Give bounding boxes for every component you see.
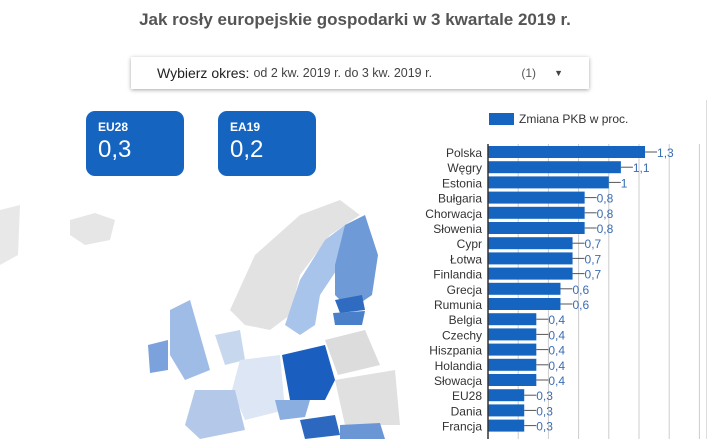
belarus[interactable]	[325, 330, 380, 375]
page-title: Jak rosły europejskie gospodarki w 3 kwa…	[139, 10, 571, 29]
legend-swatch	[489, 113, 514, 125]
category-label: Hiszpania	[429, 344, 482, 358]
kpi-eu28: EU28 0,3	[86, 111, 184, 176]
germany[interactable]	[232, 355, 285, 420]
category-label: Estonia	[442, 176, 482, 190]
data-label: 0,4	[548, 359, 565, 373]
bar	[488, 252, 573, 265]
data-label: 1	[621, 176, 628, 190]
data-label: 0,4	[548, 328, 565, 342]
kpi-value: 0,3	[98, 136, 132, 163]
data-label: 0,3	[536, 404, 553, 418]
data-label: 1,3	[657, 146, 674, 160]
czech[interactable]	[275, 400, 310, 420]
latvia[interactable]	[333, 311, 365, 325]
data-label: 0,4	[548, 344, 565, 358]
category-label: Dania	[451, 404, 483, 418]
europe-map[interactable]	[0, 195, 400, 439]
bar	[488, 161, 621, 174]
poland[interactable]	[282, 345, 335, 400]
category-label: Finlandia	[433, 268, 482, 282]
map-region[interactable]	[0, 205, 20, 265]
data-label: 0,7	[585, 237, 602, 251]
data-label: 1,1	[633, 161, 650, 175]
bar	[488, 282, 561, 295]
bar	[488, 374, 537, 386]
bar	[488, 206, 585, 219]
bar	[488, 389, 525, 402]
norway-coast[interactable]	[215, 330, 245, 365]
category-label: Łotwa	[450, 252, 482, 266]
divider	[706, 100, 707, 439]
legend-label: Zmiana PKB w proc.	[519, 112, 628, 126]
period-selector[interactable]: Wybierz okres: od 2 kw. 2019 r. do 3 kw.…	[131, 57, 589, 89]
romania[interactable]	[340, 423, 385, 439]
kpi-ea19: EA19 0,2	[218, 111, 316, 176]
data-label: 0,3	[536, 389, 553, 403]
bar	[488, 267, 573, 280]
bar	[488, 237, 573, 250]
category-label: Rumunia	[434, 298, 482, 312]
kpi-label: EA19	[230, 120, 261, 134]
data-label: 0,8	[597, 207, 614, 221]
bar	[488, 419, 525, 432]
period-value: od 2 kw. 2019 r. do 3 kw. 2019 r.	[253, 66, 433, 80]
bar	[488, 222, 585, 234]
uk[interactable]	[170, 300, 210, 380]
bar	[488, 146, 646, 158]
france[interactable]	[185, 390, 245, 439]
bar	[488, 343, 537, 356]
hungary[interactable]	[300, 415, 340, 439]
data-label: 0,7	[585, 252, 602, 266]
finland[interactable]	[335, 215, 378, 310]
category-label: Czechy	[442, 328, 482, 342]
data-label: 0,8	[597, 222, 614, 236]
data-label: 0,4	[548, 313, 565, 327]
data-label: 0,8	[597, 192, 614, 206]
data-label: 0,6	[572, 283, 589, 297]
category-label: Słowacja	[434, 374, 482, 388]
period-label: Wybierz okres:	[157, 65, 250, 81]
bar	[488, 191, 585, 204]
iceland[interactable]	[70, 213, 115, 245]
category-label: Bułgaria	[438, 192, 482, 206]
category-label: Francja	[442, 420, 482, 434]
data-label: 0,6	[572, 298, 589, 312]
bar	[488, 313, 537, 326]
category-label: Polska	[446, 146, 482, 160]
category-label: Węgry	[447, 161, 482, 175]
ireland[interactable]	[148, 340, 168, 373]
scandinavia-norway[interactable]	[230, 200, 360, 330]
sweden[interactable]	[285, 225, 345, 335]
bar	[488, 328, 537, 341]
ukraine[interactable]	[335, 370, 400, 425]
category-label: EU28	[452, 389, 482, 403]
category-label: Grecja	[447, 283, 483, 297]
category-label: Cypr	[457, 237, 482, 251]
selection-count: (1)	[521, 66, 536, 80]
bar	[488, 358, 537, 371]
estonia[interactable]	[335, 295, 365, 313]
category-label: Chorwacja	[425, 207, 482, 221]
data-label: 0,3	[536, 420, 553, 434]
category-label: Słowenia	[433, 222, 482, 236]
category-label: Holandia	[435, 359, 483, 373]
bar	[488, 404, 525, 417]
category-label: Belgia	[449, 313, 483, 327]
bar	[488, 176, 609, 189]
data-label: 0,4	[548, 374, 565, 388]
bar	[488, 298, 561, 310]
kpi-value: 0,2	[230, 136, 264, 163]
data-label: 0,7	[585, 268, 602, 282]
kpi-label: EU28	[98, 120, 129, 134]
caret-down-icon[interactable]: ▼	[554, 68, 563, 78]
